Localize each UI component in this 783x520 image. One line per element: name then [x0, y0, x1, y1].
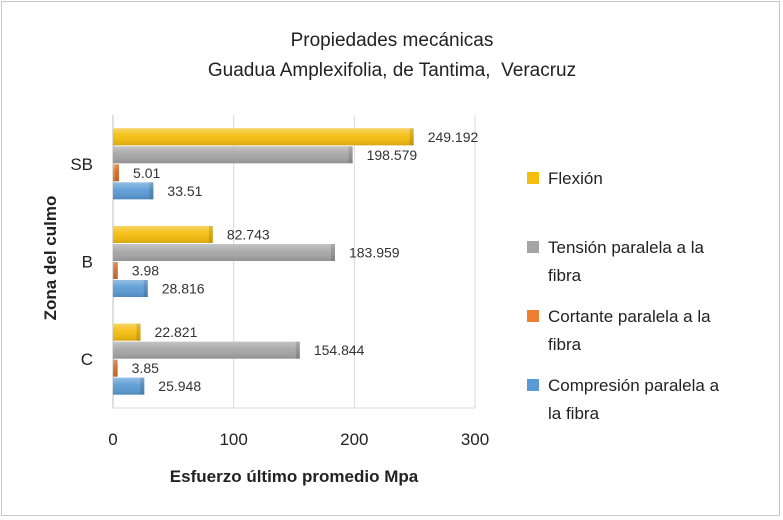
legend-label: fibra: [548, 335, 582, 354]
legend-swatch: [527, 241, 539, 253]
bar-end-shade: [348, 146, 353, 164]
y-tick-label: B: [82, 253, 93, 272]
legend-swatch: [527, 310, 539, 322]
legend-label: Cortante paralela a la: [548, 307, 711, 326]
bar-highlight: [113, 164, 120, 182]
y-axis-label: Zona del culmo: [41, 196, 60, 321]
legend-label: Flexión: [548, 169, 603, 188]
data-label: 183.959: [349, 245, 400, 261]
bar-end-shade: [113, 359, 118, 377]
data-label: 154.844: [314, 342, 365, 358]
bar-end-shade: [140, 377, 145, 395]
legend-swatch: [527, 172, 539, 184]
chart-subtitle: Guadua Amplexifolia, de Tantima, Veracru…: [208, 60, 576, 81]
bar-highlight: [113, 280, 148, 297]
bar-end-shade: [113, 262, 118, 279]
data-label: 3.85: [132, 360, 159, 376]
bar-end-shade: [136, 323, 141, 341]
x-tick-label: 200: [340, 430, 368, 449]
legend-label: Tensión paralela a la: [548, 238, 704, 257]
bar-end-shade: [115, 164, 120, 182]
legend-label: la fibra: [548, 404, 600, 423]
bar-end-shade: [149, 182, 154, 200]
data-label: 28.816: [162, 281, 205, 297]
x-tick-label: 0: [108, 430, 117, 449]
data-label: 3.98: [132, 263, 159, 279]
legend: Flexión Tensión paralela a la fibra Cortant…: [527, 169, 720, 423]
bar-highlight: [113, 244, 335, 261]
y-tick-label: SB: [70, 155, 93, 174]
y-tick-label: C: [81, 350, 93, 369]
bar-end-shade: [330, 244, 335, 261]
bar-highlight: [113, 146, 353, 164]
data-label: 22.821: [155, 324, 198, 340]
bar-highlight: [113, 226, 213, 243]
bar-end-shade: [295, 341, 300, 359]
x-axis-label: Esfuerzo último promedio Mpa: [170, 467, 419, 486]
bar-highlight: [113, 182, 154, 200]
bar-highlight: [113, 128, 414, 146]
data-label: 82.743: [227, 227, 270, 243]
data-label: 33.51: [167, 183, 202, 199]
data-label: 198.579: [367, 147, 418, 163]
legend-swatch: [527, 379, 539, 391]
legend-label: fibra: [548, 266, 582, 285]
data-label: 249.192: [428, 129, 479, 145]
bar-highlight: [113, 262, 118, 279]
data-label: 5.01: [133, 165, 160, 181]
x-tick-label: 300: [461, 430, 489, 449]
data-label: 25.948: [158, 378, 201, 394]
bar-highlight: [113, 359, 118, 377]
chart-title: Propiedades mecánicas: [291, 30, 494, 51]
plot-area: 0 100 200 300 SB 249.192 198.579 5.01 33.51 B 82.7…: [70, 115, 489, 449]
bar-highlight: [113, 341, 300, 359]
legend-label: Compresión paralela a: [548, 376, 720, 395]
bar-highlight: [113, 377, 145, 395]
bar-end-shade: [208, 226, 213, 243]
bar-end-shade: [409, 128, 414, 146]
bar-highlight: [113, 323, 141, 341]
x-tick-label: 100: [219, 430, 247, 449]
bar-end-shade: [143, 280, 148, 297]
